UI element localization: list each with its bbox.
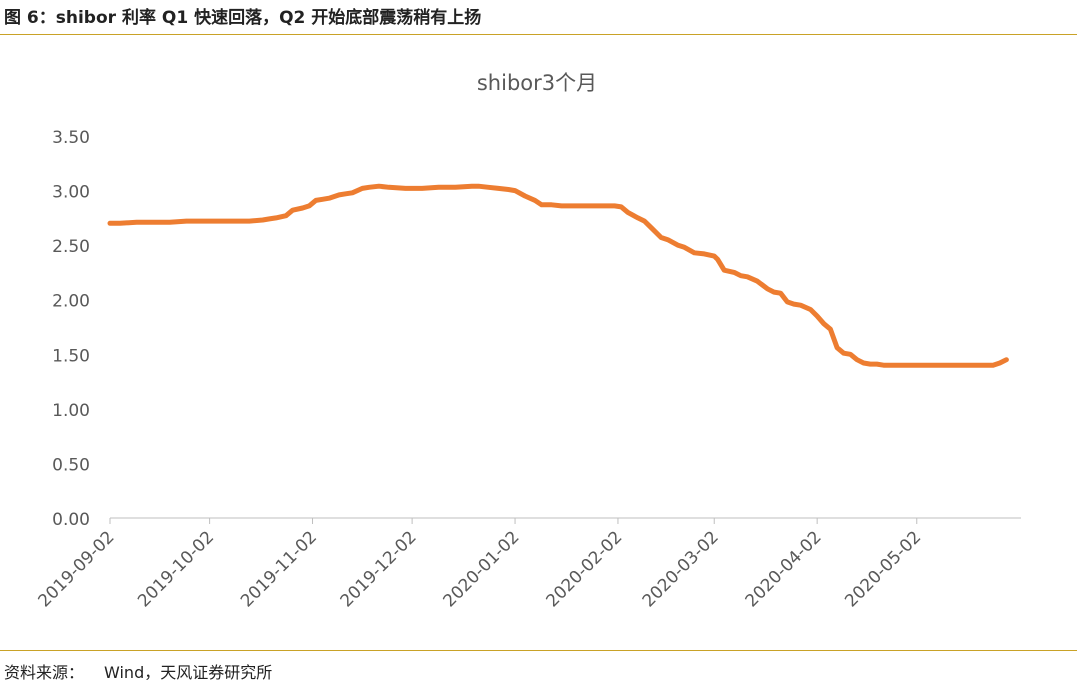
bottom-divider [0,650,1077,651]
y-tick-label: 3.50 [52,128,90,148]
x-tick-label: 2020-04-02 [742,527,826,611]
figure-title: 图 6：shibor 利率 Q1 快速回落，Q2 开始底部震荡稍有上扬 [4,8,482,28]
x-tick-label: 2019-09-02 [35,527,119,611]
chart-title: shibor3个月 [477,71,597,95]
y-tick-label: 2.00 [52,292,90,312]
x-tick-label: 2020-02-02 [542,527,626,611]
x-tick-label: 2019-10-02 [134,527,218,611]
source-label: 资料来源： [4,663,85,682]
x-axis-ticks: 2019-09-02 2019-10-02 2019-11-02 2019-12-02… [35,518,925,611]
y-tick-label: 1.00 [52,401,90,421]
x-tick-label: 2019-12-02 [337,527,421,611]
source-text: Wind，天风证券研究所 [104,663,273,682]
y-tick-label: 0.00 [52,510,90,530]
x-tick-label: 2019-11-02 [237,527,321,611]
top-divider [0,34,1077,35]
y-tick-label: 2.50 [52,237,90,257]
x-tick-label: 2020-03-02 [639,527,723,611]
x-tick-label: 2020-05-02 [841,527,925,611]
y-tick-label: 1.50 [52,346,90,366]
y-tick-label: 3.00 [52,183,90,203]
line-chart: shibor3个月 0.00 0.50 1.00 1.50 2.00 2.50 3.00 3.… [35,71,1021,611]
y-tick-label: 0.50 [52,455,90,475]
figure-source: 资料来源： Wind，天风证券研究所 [4,659,272,683]
x-tick-label: 2020-01-02 [440,527,524,611]
y-axis-tick-labels: 0.00 0.50 1.00 1.50 2.00 2.50 3.00 3.50 [52,128,90,530]
series-line-shibor3m [107,183,1009,368]
